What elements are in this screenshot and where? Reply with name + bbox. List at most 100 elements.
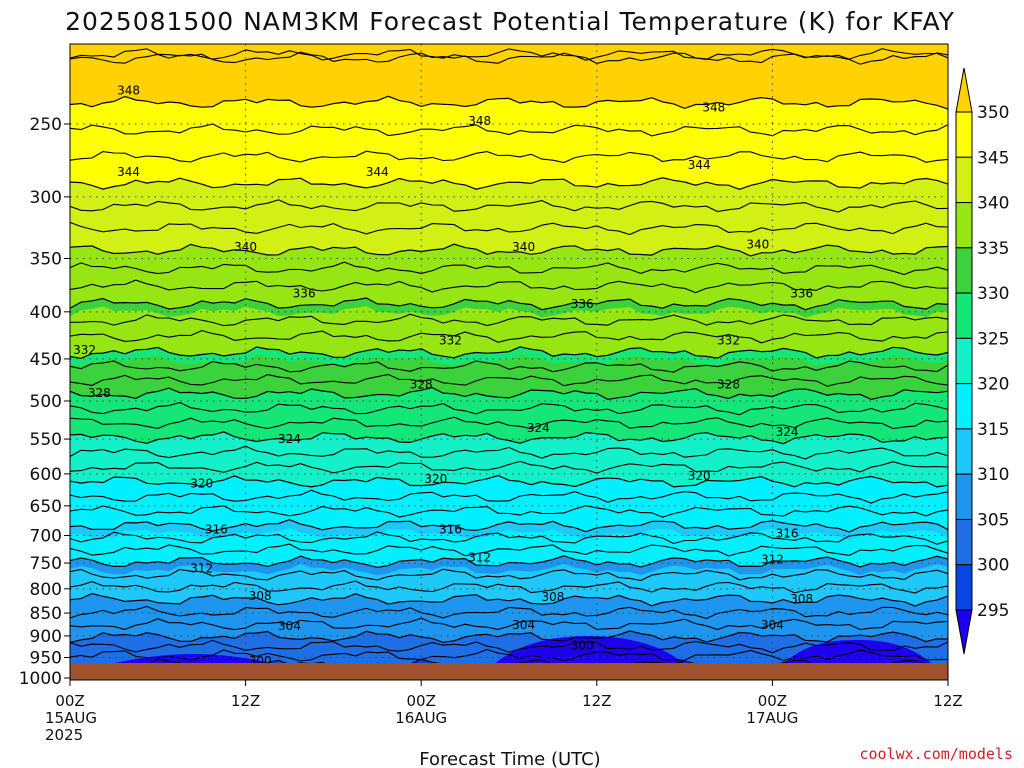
colorbar-tick-label: 315 [977,420,1009,440]
contour-line [70,330,948,344]
contour-line [70,346,948,359]
contour-label: 340 [512,240,535,254]
contour-label: 304 [761,618,784,632]
contour-line [70,617,948,631]
contour-label: 332 [73,343,96,357]
contour-line [70,543,948,557]
contour-line [70,360,948,373]
contour-line [70,123,948,137]
contour-label: 300 [571,639,594,653]
x-tick-label: 15AUG [45,709,97,727]
colorbar: 350 345 340 335 330 325 320 315 310 305 300 295 [955,67,1009,655]
x-tick-label: 12Z [231,692,260,710]
ground-strip [70,663,948,680]
contour-label: 308 [249,589,272,603]
colorbar-segment [955,564,973,611]
contour-label: 332 [717,334,740,348]
x-tick-label: 16AUG [395,709,447,727]
contour-label: 320 [688,469,711,483]
contour-label: 316 [205,523,228,537]
y-tick-label: 850 [30,604,62,624]
contour-line [70,531,948,545]
contour-line [70,401,948,416]
contour-label: 320 [424,472,447,486]
colorbar-segment [955,383,973,430]
contour-label: 344 [366,165,389,179]
contour-line [70,568,948,582]
contour-label: 312 [761,552,784,566]
contour-line [70,150,948,164]
x-tick-label: 00Z [407,692,436,710]
colorbar-tick-label: 295 [977,601,1009,621]
plot-area: 348 348 348 344 344 344 340 340 340 336 336 336 332 3… [69,43,949,681]
y-tick-label: 250 [30,115,62,135]
y-axis: 250 300 350 400 450 500 550 600 650 700 750 800 850 9… [19,115,70,689]
contour-label: 348 [702,101,725,115]
contour-label: 332 [439,334,462,348]
y-tick-label: 400 [30,303,62,323]
colorbar-tick-label: 335 [977,239,1009,259]
contour-line [70,95,948,110]
contour-line [70,221,948,236]
contour-line [70,431,948,445]
contour-label: 308 [541,590,564,604]
contour-line [70,630,948,644]
x-axis-title: Forecast Time (UTC) [419,749,600,768]
x-tick-label: 2025 [45,726,83,744]
contour-label: 340 [746,238,769,252]
contour-line [70,605,948,620]
contour-line [70,373,948,387]
colorbar-tick-label: 330 [977,284,1009,304]
colorbar-segment [955,292,973,339]
colorbar-top-arrow [955,67,973,113]
contour-line [70,639,948,654]
colorbar-tick-label: 300 [977,556,1009,576]
x-tick-label: 17AUG [746,709,798,727]
contour-line [70,297,948,311]
y-tick-label: 350 [30,249,62,269]
x-tick-label: 00Z [758,692,787,710]
colorbar-tick-label: 340 [977,194,1009,214]
contour-label: 348 [117,84,140,98]
contour-label: 344 [117,165,140,179]
contour-label: 304 [278,619,301,633]
contour-line [70,460,948,474]
contour-line [70,386,948,401]
contour-label: 328 [88,386,111,400]
x-tick-label: 12Z [582,692,611,710]
contour-line [70,580,948,594]
colorbar-segment [955,156,973,204]
contour-line [70,48,948,61]
contour-label: 348 [468,114,491,128]
chart-title: 2025081500 NAM3KM Forecast Potential Tem… [65,7,955,36]
y-tick-label: 650 [30,497,62,517]
colorbar-bottom-arrow [955,609,973,655]
colorbar-tick-label: 345 [977,148,1009,168]
contour-label: 312 [190,561,213,575]
colorbar-segment [955,518,973,566]
colorbar-segment [955,428,973,475]
contour-label: 324 [278,432,301,446]
contour-line [70,555,948,569]
contour-label: 336 [790,286,813,300]
contour-label: 320 [190,477,213,491]
contour-label: 324 [776,425,799,439]
colorbar-tick-label: 320 [977,375,1009,395]
contour-label: 336 [571,297,594,311]
contour-label: 304 [512,618,535,632]
colorbar-segment [955,337,973,385]
colorbar-tick-label: 325 [977,329,1009,349]
y-tick-label: 450 [30,350,62,370]
x-tick-label: 00Z [55,692,84,710]
y-tick-label: 600 [30,465,62,485]
contour-line [70,313,948,327]
contour-label: 344 [688,158,711,172]
contour-line [70,592,948,607]
contour-line [70,474,948,488]
colorbar-segment [955,202,973,249]
y-tick-label: 300 [30,188,62,208]
contour-label: 316 [439,523,462,537]
contour-line [70,199,948,213]
